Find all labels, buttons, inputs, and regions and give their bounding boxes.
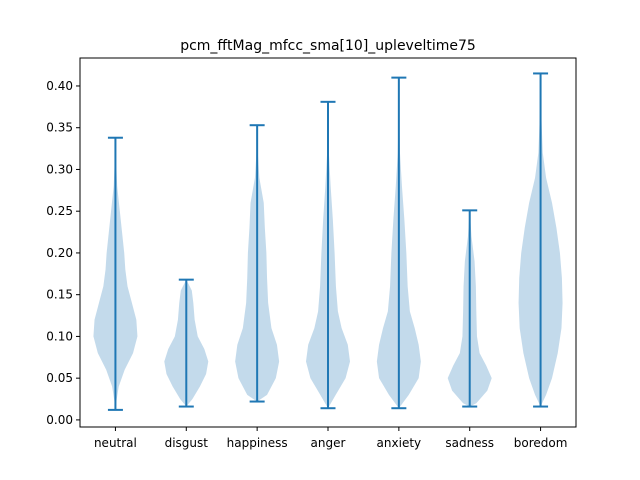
y-tick-label: 0.30 <box>46 162 73 176</box>
x-tick-label-happiness: happiness <box>227 436 288 450</box>
y-tick-label: 0.00 <box>46 413 73 427</box>
y-axis: 0.00 0.05 0.10 0.15 0.20 0.25 0.30 0.35 0.40 <box>46 79 80 427</box>
x-tick-label-boredom: boredom <box>514 436 568 450</box>
y-tick-label: 0.35 <box>46 121 73 135</box>
x-tick-label-sadness: sadness <box>445 436 494 450</box>
plot-area <box>93 72 563 411</box>
y-tick-label: 0.40 <box>46 79 73 93</box>
x-axis: neutral disgust happiness anger anxiety sadne… <box>94 427 567 450</box>
y-tick-label: 0.05 <box>46 371 73 385</box>
y-tick-label: 0.10 <box>46 329 73 343</box>
x-tick-label-anger: anger <box>311 436 346 450</box>
y-tick-label: 0.20 <box>46 246 73 260</box>
x-tick-label-neutral: neutral <box>94 436 137 450</box>
y-tick-label: 0.25 <box>46 204 73 218</box>
y-tick-label: 0.15 <box>46 288 73 302</box>
chart-title: pcm_fftMag_mfcc_sma[10]_upleveltime75 <box>180 38 476 54</box>
x-tick-label-anxiety: anxiety <box>377 436 422 450</box>
x-tick-label-disgust: disgust <box>165 436 209 450</box>
